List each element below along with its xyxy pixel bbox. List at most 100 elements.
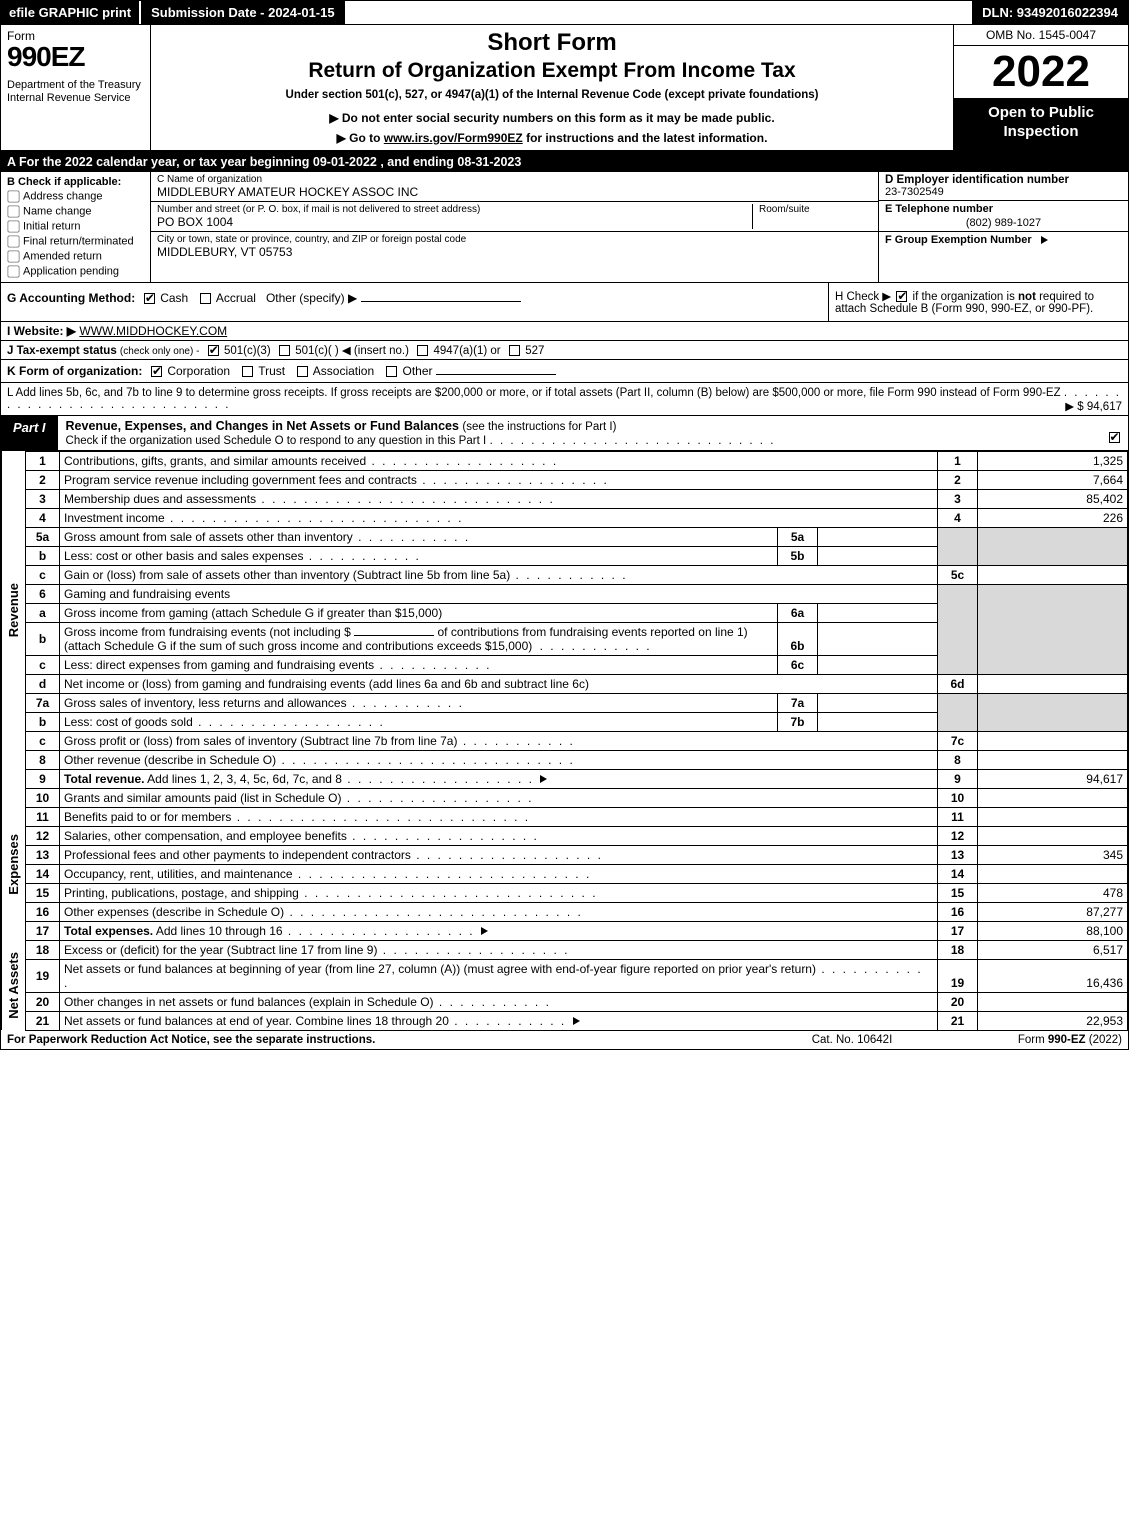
l6c-num: c <box>26 655 60 674</box>
tax-year: 2022 <box>954 46 1128 98</box>
l5ab-ramt-grey <box>978 527 1128 565</box>
l19-rnum: 19 <box>938 959 978 992</box>
l6a-desc: Gross income from gaming (attach Schedul… <box>60 603 778 622</box>
l19-desc-text: Net assets or fund balances at beginning… <box>64 962 816 976</box>
cb-cash[interactable] <box>144 293 155 304</box>
cb-trust[interactable] <box>242 366 253 377</box>
cb-association[interactable] <box>297 366 308 377</box>
open-to-public: Open to Public Inspection <box>954 98 1128 150</box>
street-value: PO BOX 1004 <box>157 215 752 229</box>
l9-num: 9 <box>26 769 60 788</box>
line-15: 15 Printing, publications, postage, and … <box>2 883 1128 902</box>
l3-amt: 85,402 <box>978 489 1128 508</box>
l-amount: ▶ $ 94,617 <box>1065 399 1122 413</box>
cb-name-change-input[interactable] <box>7 205 19 217</box>
group-exemption-label: F Group Exemption Number <box>885 234 1032 246</box>
l21-num: 21 <box>26 1011 60 1030</box>
l5a-subnum: 5a <box>778 527 818 546</box>
other-org-line[interactable] <box>436 374 556 375</box>
l9-rnum: 9 <box>938 769 978 788</box>
ein-label: D Employer identification number <box>885 174 1122 186</box>
cb-corporation[interactable] <box>151 366 162 377</box>
l6b-subnum: 6b <box>778 622 818 655</box>
l14-amt <box>978 864 1128 883</box>
line-4: 4 Investment income 4 226 <box>2 508 1128 527</box>
l7c-desc-text: Gross profit or (loss) from sales of inv… <box>64 734 457 748</box>
footer-right-pre: Form <box>1018 1034 1048 1046</box>
identity-block: B Check if applicable: Address change Na… <box>1 172 1128 283</box>
line-2: 2 Program service revenue including gove… <box>2 470 1128 489</box>
l15-desc-text: Printing, publications, postage, and shi… <box>64 886 299 900</box>
l7c-rnum: 7c <box>938 731 978 750</box>
l3-desc-text: Membership dues and assessments <box>64 492 256 506</box>
accounting-method-line: G Accounting Method: Cash Accrual Other … <box>7 291 822 305</box>
form-header: Form 990EZ Department of the Treasury In… <box>1 25 1128 152</box>
cb-final-return-input[interactable] <box>7 235 19 247</box>
l14-dots <box>293 867 592 881</box>
line-3: 3 Membership dues and assessments 3 85,4… <box>2 489 1128 508</box>
part-1-title: Revenue, Expenses, and Changes in Net As… <box>58 416 1100 450</box>
part-1-checkbox-cell <box>1100 416 1128 450</box>
cb-4947[interactable] <box>417 345 428 356</box>
line-8: 8 Other revenue (describe in Schedule O)… <box>2 750 1128 769</box>
col-h: H Check ▶ if the organization is not req… <box>828 283 1128 321</box>
side-rev-end <box>2 769 26 788</box>
l13-dots <box>411 848 603 862</box>
cb-name-change[interactable]: Name change <box>7 205 144 218</box>
l11-num: 11 <box>26 807 60 826</box>
l6-desc: Gaming and fundraising events <box>60 584 938 603</box>
l2-dots <box>417 473 609 487</box>
cb-schedule-o-part1[interactable] <box>1109 432 1120 443</box>
line-14: 14 Occupancy, rent, utilities, and maint… <box>2 864 1128 883</box>
cb-501c[interactable] <box>279 345 290 356</box>
l7b-desc: Less: cost of goods sold <box>60 712 778 731</box>
cb-amended-return[interactable]: Amended return <box>7 250 144 263</box>
l15-rnum: 15 <box>938 883 978 902</box>
cb-address-change-input[interactable] <box>7 190 19 202</box>
cb-final-return[interactable]: Final return/terminated <box>7 235 144 248</box>
l9-arrow-icon <box>540 775 547 783</box>
l5a-desc: Gross amount from sale of assets other t… <box>60 527 778 546</box>
l20-num: 20 <box>26 992 60 1011</box>
cb-initial-return-input[interactable] <box>7 220 19 232</box>
cb-application-pending[interactable]: Application pending <box>7 265 144 278</box>
cb-initial-return[interactable]: Initial return <box>7 220 144 233</box>
col-g: G Accounting Method: Cash Accrual Other … <box>1 283 828 321</box>
cb-amended-return-input[interactable] <box>7 250 19 262</box>
l13-rnum: 13 <box>938 845 978 864</box>
l8-amt <box>978 750 1128 769</box>
side-revenue: Revenue <box>2 451 26 769</box>
cb-schedule-b[interactable] <box>896 291 907 302</box>
l17-rnum: 17 <box>938 921 978 940</box>
cb-527[interactable] <box>509 345 520 356</box>
opt-association: Association <box>313 364 374 378</box>
l5b-desc: Less: cost or other basis and sales expe… <box>60 546 778 565</box>
line-7a: 7a Gross sales of inventory, less return… <box>2 693 1128 712</box>
l9-desc: Total revenue. Add lines 1, 2, 3, 4, 5c,… <box>60 769 938 788</box>
l2-amt: 7,664 <box>978 470 1128 489</box>
l21-amt: 22,953 <box>978 1011 1128 1030</box>
l7c-amt <box>978 731 1128 750</box>
cb-501c3[interactable] <box>208 345 219 356</box>
irs-link[interactable]: www.irs.gov/Form990EZ <box>384 131 523 145</box>
cb-application-pending-input[interactable] <box>7 265 19 277</box>
cb-address-change[interactable]: Address change <box>7 190 144 203</box>
other-specify-line[interactable] <box>361 301 521 302</box>
l7ab-ramt-grey <box>978 693 1128 731</box>
l7c-num: c <box>26 731 60 750</box>
form-990ez-page: efile GRAPHIC print Submission Date - 20… <box>0 0 1129 1050</box>
cb-other-org[interactable] <box>386 366 397 377</box>
cb-accrual[interactable] <box>200 293 211 304</box>
l7a-desc: Gross sales of inventory, less returns a… <box>60 693 778 712</box>
l6-rnum-grey <box>938 584 978 674</box>
l1-dots <box>366 454 558 468</box>
l6d-num: d <box>26 674 60 693</box>
room-suite-label: Room/suite <box>752 204 872 229</box>
line-11: 11 Benefits paid to or for members 11 <box>2 807 1128 826</box>
efile-print-label[interactable]: efile GRAPHIC print <box>1 1 139 24</box>
l13-desc: Professional fees and other payments to … <box>60 845 938 864</box>
k-label: K Form of organization: <box>7 364 142 378</box>
l16-amt: 87,277 <box>978 902 1128 921</box>
website-link[interactable]: WWW.MIDDHOCKEY.COM <box>79 324 227 338</box>
l17-arrow-icon <box>481 927 488 935</box>
